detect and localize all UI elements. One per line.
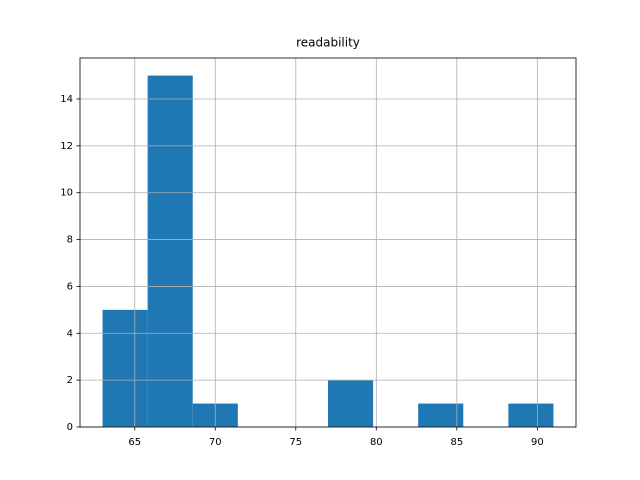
- y-tick-label: 10: [60, 188, 73, 199]
- y-tick-label: 14: [60, 94, 73, 105]
- x-tick-label: 80: [370, 437, 383, 448]
- x-tick-label: 70: [209, 437, 222, 448]
- y-tick-label: 2: [67, 375, 73, 386]
- x-tick-label: 75: [289, 437, 302, 448]
- chart-title: readability: [296, 36, 360, 50]
- x-tick-label: 85: [450, 437, 463, 448]
- y-tick-label: 4: [67, 328, 73, 339]
- x-tick-label: 90: [531, 437, 544, 448]
- bar: [147, 75, 193, 428]
- y-tick-label: 6: [67, 281, 73, 292]
- y-tick-label: 0: [67, 422, 73, 433]
- bar: [328, 380, 374, 427]
- y-tick-label: 12: [60, 141, 73, 152]
- plot-frame: [79, 57, 577, 428]
- bar: [102, 309, 148, 427]
- x-tick-label: 65: [128, 437, 141, 448]
- bar: [508, 403, 554, 427]
- bar: [418, 403, 464, 427]
- y-tick-label: 8: [67, 235, 73, 246]
